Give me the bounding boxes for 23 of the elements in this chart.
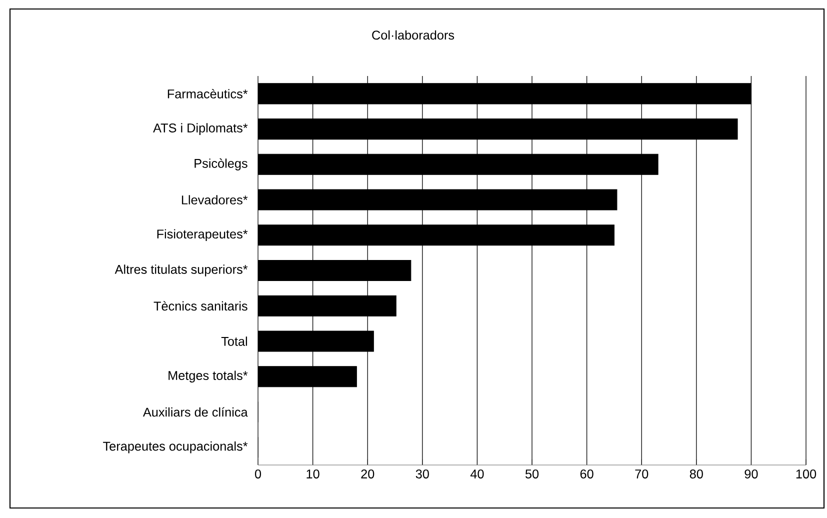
y-tick-label: Total: [221, 336, 247, 346]
x-tick-label: 100: [796, 469, 816, 478]
x-tick-label: 0: [254, 469, 262, 478]
y-tick-label: Llevadores*: [182, 195, 248, 204]
y-tick-label: Metges totals*: [168, 370, 248, 383]
y-tick-label: Altres titulats superiors*: [114, 264, 248, 276]
x-tick-label: 40: [470, 469, 484, 478]
x-tick-label: 50: [525, 469, 539, 478]
y-tick-label: Fisioterapeutes*: [157, 229, 248, 242]
x-tick-label: 10: [306, 469, 320, 478]
y-tick-label: Terapeutes ocupacionals*: [103, 441, 248, 454]
y-tick-label: Tècnics sanitaris: [154, 301, 248, 311]
x-tick-label: 20: [361, 469, 374, 478]
x-tick-label: 30: [416, 469, 429, 478]
y-tick-label: Auxiliars de clínica: [142, 407, 248, 417]
x-tick-label: 80: [690, 469, 703, 478]
y-tick-label: ATS i Diplomats*: [153, 123, 248, 135]
y-tick-label: Farmacèutics*: [168, 88, 248, 98]
chart-title: Col·laboradors: [372, 30, 454, 40]
y-tick-label: Psicòlegs: [194, 158, 248, 170]
x-tick-label: 90: [744, 469, 758, 478]
x-tick-label: 70: [635, 469, 648, 478]
x-tick-label: 60: [580, 469, 594, 478]
